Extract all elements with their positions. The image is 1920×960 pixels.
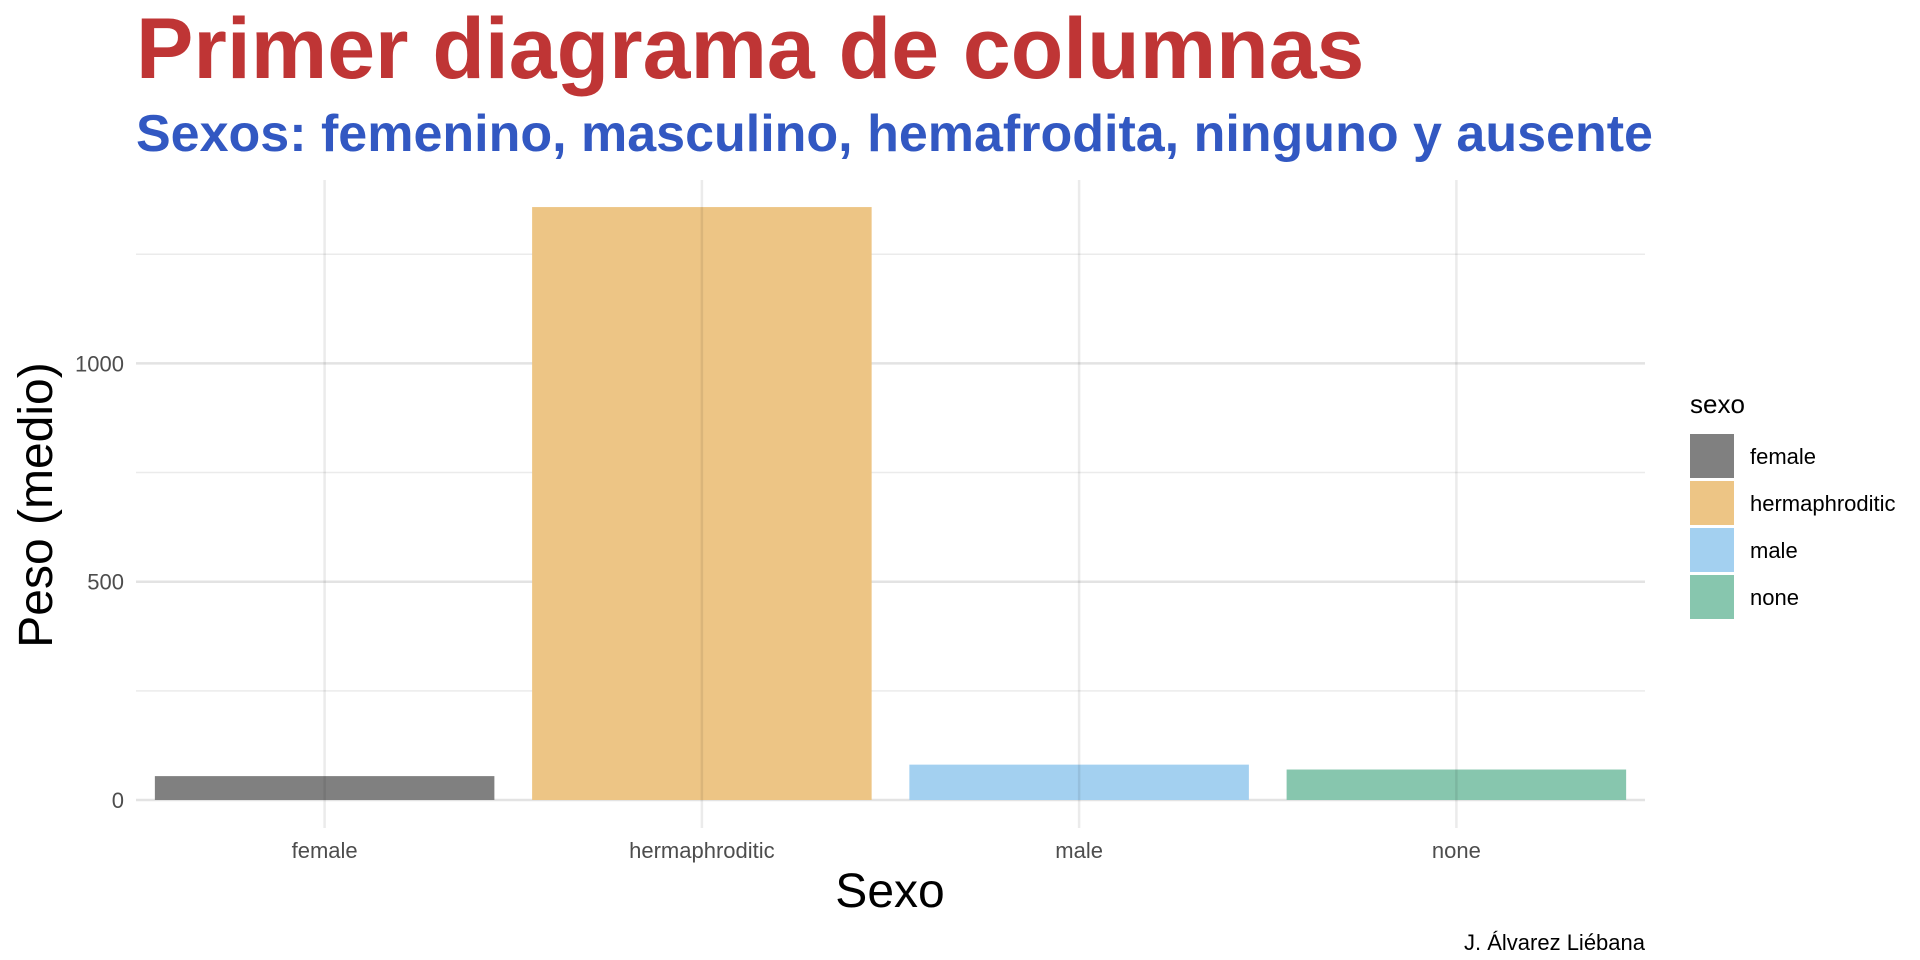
legend: sexo female hermaphroditic male none xyxy=(1690,389,1896,619)
legend-items: female hermaphroditic male none xyxy=(1690,434,1896,619)
legend-title: sexo xyxy=(1690,389,1745,419)
gridlines xyxy=(136,253,1645,802)
caption: J. Álvarez Liébana xyxy=(1464,930,1646,955)
y-tick-label: 1000 xyxy=(75,351,124,376)
y-tick-label: 500 xyxy=(87,570,124,595)
x-tick-label: male xyxy=(1055,838,1103,863)
bar-none xyxy=(1286,769,1627,800)
legend-label: female xyxy=(1750,444,1816,469)
y-axis-title: Peso (medio) xyxy=(10,362,63,647)
x-gridlines xyxy=(323,180,1458,828)
chart-subtitle: Sexos: femenino, masculino, hemafrodita,… xyxy=(136,105,1653,163)
chart-title: Primer diagrama de columnas xyxy=(136,1,1364,97)
x-axis-title: Sexo xyxy=(835,865,944,918)
x-axis-ticks: female hermaphroditic male none xyxy=(292,838,1481,863)
bar-hermaphroditic xyxy=(532,207,872,800)
legend-label: male xyxy=(1750,538,1798,563)
legend-swatch-male xyxy=(1690,528,1734,572)
x-tick-label: none xyxy=(1432,838,1481,863)
bars xyxy=(154,207,1627,800)
x-tick-label: hermaphroditic xyxy=(629,838,775,863)
y-tick-label: 0 xyxy=(112,788,124,813)
legend-label: none xyxy=(1750,585,1799,610)
y-axis-ticks: 0 500 1000 xyxy=(75,351,124,813)
legend-swatch-female xyxy=(1690,434,1734,478)
x-tick-label: female xyxy=(292,838,358,863)
legend-label: hermaphroditic xyxy=(1750,491,1896,516)
bar-female xyxy=(154,776,495,800)
bar-male xyxy=(909,764,1249,800)
legend-swatch-none xyxy=(1690,575,1734,619)
legend-swatch-hermaphroditic xyxy=(1690,481,1734,525)
